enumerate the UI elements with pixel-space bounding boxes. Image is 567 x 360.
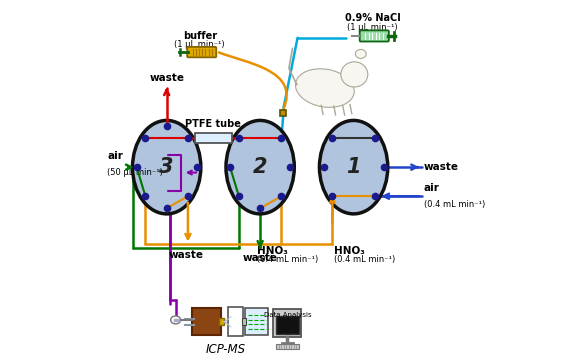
Ellipse shape xyxy=(356,49,366,58)
Bar xyxy=(280,110,286,116)
Text: HNO₃: HNO₃ xyxy=(256,246,287,256)
Text: 3: 3 xyxy=(159,157,174,177)
Text: waste: waste xyxy=(424,162,459,172)
Bar xyxy=(219,318,224,325)
Bar xyxy=(276,344,299,349)
Bar xyxy=(273,309,302,337)
Text: air: air xyxy=(424,183,439,193)
Ellipse shape xyxy=(319,121,388,214)
Ellipse shape xyxy=(295,69,354,107)
Text: ICP-MS: ICP-MS xyxy=(206,343,246,356)
Ellipse shape xyxy=(133,121,201,214)
Text: 0.9% NaCl: 0.9% NaCl xyxy=(345,13,400,23)
Text: buffer: buffer xyxy=(183,31,217,41)
Text: 2: 2 xyxy=(253,157,268,177)
Text: HNO₃: HNO₃ xyxy=(334,246,365,256)
Text: waste: waste xyxy=(149,73,184,83)
Bar xyxy=(276,316,299,334)
Text: (50 μL min⁻¹): (50 μL min⁻¹) xyxy=(107,168,163,177)
Text: air: air xyxy=(107,151,123,161)
Bar xyxy=(192,309,221,336)
Bar xyxy=(228,307,243,336)
Bar xyxy=(245,308,268,336)
Text: (1 μL min⁻¹): (1 μL min⁻¹) xyxy=(347,23,398,32)
FancyBboxPatch shape xyxy=(187,47,216,57)
Ellipse shape xyxy=(226,121,294,214)
Text: PTFE tube: PTFE tube xyxy=(185,119,242,129)
Bar xyxy=(242,318,246,325)
Text: (0.4 mL min⁻¹): (0.4 mL min⁻¹) xyxy=(256,255,318,264)
Ellipse shape xyxy=(341,62,368,87)
Text: (0.4 mL min⁻¹): (0.4 mL min⁻¹) xyxy=(334,255,395,264)
Text: (1 μL min⁻¹): (1 μL min⁻¹) xyxy=(175,40,225,49)
Text: (0.4 mL min⁻¹): (0.4 mL min⁻¹) xyxy=(424,200,485,209)
Text: waste: waste xyxy=(168,250,204,260)
Ellipse shape xyxy=(171,316,181,324)
Text: waste: waste xyxy=(243,253,278,264)
Text: 1: 1 xyxy=(346,157,361,177)
FancyBboxPatch shape xyxy=(359,30,389,41)
Bar xyxy=(195,133,232,143)
Text: Data Analysis: Data Analysis xyxy=(264,312,311,318)
